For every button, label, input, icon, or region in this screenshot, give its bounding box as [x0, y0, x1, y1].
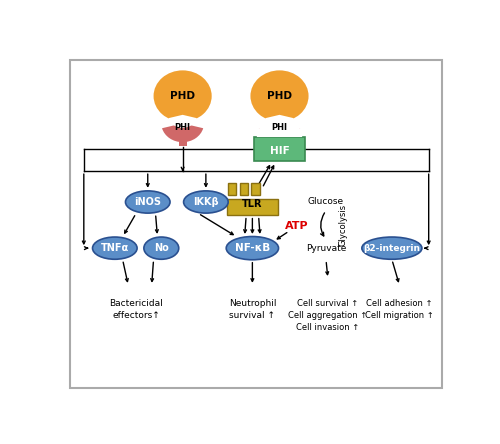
- Text: HIF: HIF: [270, 146, 289, 156]
- Text: PHI: PHI: [174, 123, 190, 132]
- Wedge shape: [168, 115, 197, 128]
- Text: Cell survival ↑
Cell aggregation ↑
Cell invasion ↑: Cell survival ↑ Cell aggregation ↑ Cell …: [288, 299, 368, 332]
- Ellipse shape: [144, 237, 179, 259]
- Wedge shape: [266, 115, 293, 128]
- Text: TLR: TLR: [242, 199, 262, 209]
- Bar: [240, 183, 248, 195]
- Bar: [179, 132, 186, 146]
- Ellipse shape: [362, 237, 422, 259]
- Ellipse shape: [184, 191, 228, 213]
- Text: No: No: [154, 243, 168, 253]
- Text: ATP: ATP: [285, 221, 309, 231]
- FancyBboxPatch shape: [254, 137, 304, 161]
- Text: PHD: PHD: [170, 91, 195, 101]
- Text: NF-κB: NF-κB: [235, 243, 270, 253]
- Text: Glycolysis: Glycolysis: [339, 204, 348, 246]
- Text: Neutrophil
survival ↑: Neutrophil survival ↑: [228, 299, 276, 320]
- Text: Bactericidal
effectors↑: Bactericidal effectors↑: [109, 299, 163, 320]
- Ellipse shape: [126, 191, 170, 213]
- Circle shape: [250, 71, 308, 122]
- Text: IKKβ: IKKβ: [193, 197, 218, 207]
- Wedge shape: [162, 123, 203, 142]
- Wedge shape: [257, 117, 302, 137]
- Ellipse shape: [92, 237, 137, 259]
- Text: iNOS: iNOS: [134, 197, 161, 207]
- Text: Cell adhesion ↑
Cell migration ↑: Cell adhesion ↑ Cell migration ↑: [365, 299, 434, 320]
- Bar: [227, 199, 278, 215]
- Text: TNFα: TNFα: [100, 243, 129, 253]
- Bar: [228, 183, 236, 195]
- Wedge shape: [259, 123, 300, 142]
- Text: PHI: PHI: [272, 123, 287, 132]
- Text: Pyruvate: Pyruvate: [306, 244, 346, 253]
- Text: Glucose: Glucose: [308, 198, 344, 206]
- Bar: [276, 132, 283, 146]
- Ellipse shape: [226, 237, 278, 260]
- Text: β2-integrin: β2-integrin: [364, 244, 420, 253]
- Circle shape: [154, 71, 212, 122]
- Bar: [252, 183, 260, 195]
- Text: PHD: PHD: [267, 91, 292, 101]
